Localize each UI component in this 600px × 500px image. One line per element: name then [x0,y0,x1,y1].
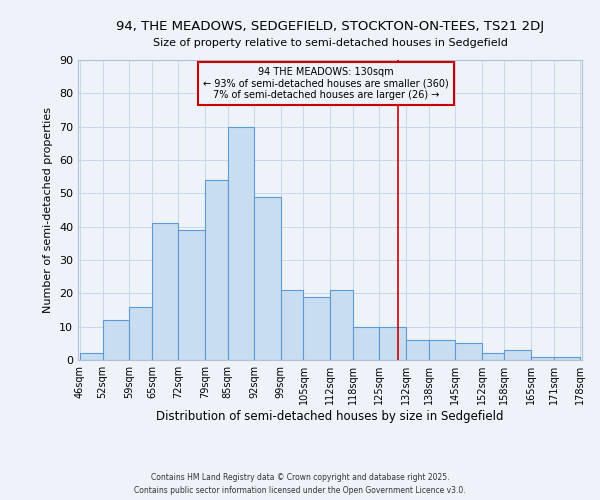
Text: 94 THE MEADOWS: 130sqm
← 93% of semi-detached houses are smaller (360)
7% of sem: 94 THE MEADOWS: 130sqm ← 93% of semi-det… [203,66,449,100]
Bar [205,180,227,360]
Bar [455,344,482,360]
Y-axis label: Number of semi-detached properties: Number of semi-detached properties [43,107,53,313]
Bar [531,356,554,360]
Bar [353,326,379,360]
Bar [554,356,580,360]
Bar [103,320,129,360]
Bar [379,326,406,360]
Bar [227,126,254,360]
Bar [129,306,152,360]
Bar [330,290,353,360]
Bar [178,230,205,360]
Bar [281,290,304,360]
Bar [482,354,505,360]
Bar [254,196,281,360]
X-axis label: Distribution of semi-detached houses by size in Sedgefield: Distribution of semi-detached houses by … [156,410,504,423]
Text: Contains HM Land Registry data © Crown copyright and database right 2025.: Contains HM Land Registry data © Crown c… [151,472,449,482]
Bar [406,340,428,360]
Bar [152,224,178,360]
Text: Size of property relative to semi-detached houses in Sedgefield: Size of property relative to semi-detach… [152,38,508,48]
Bar [80,354,103,360]
Bar [304,296,330,360]
Text: 94, THE MEADOWS, SEDGEFIELD, STOCKTON-ON-TEES, TS21 2DJ: 94, THE MEADOWS, SEDGEFIELD, STOCKTON-ON… [116,20,544,33]
Bar [505,350,531,360]
Bar [428,340,455,360]
Text: Contains public sector information licensed under the Open Government Licence v3: Contains public sector information licen… [134,486,466,495]
